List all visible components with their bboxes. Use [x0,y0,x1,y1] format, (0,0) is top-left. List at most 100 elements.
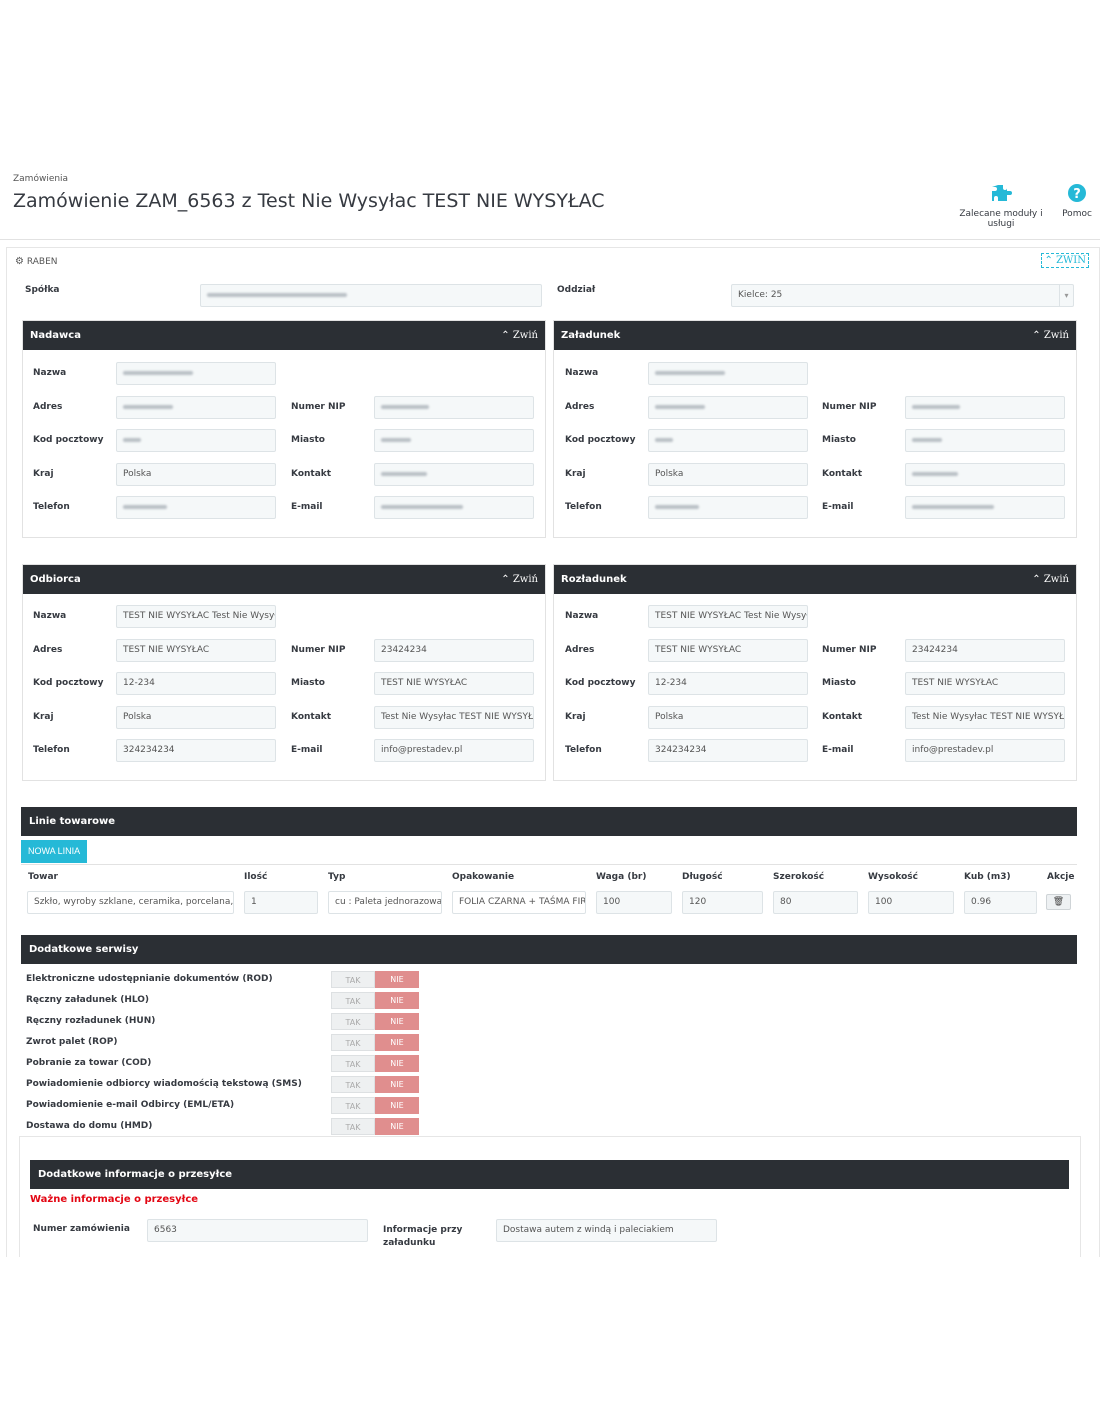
loading-info-field[interactable]: Dostawa autem z windą i paleciakiem [496,1219,717,1242]
sender-name-field[interactable] [116,362,276,385]
new-line-button[interactable]: NOWA LINIA [21,840,88,863]
unloading-postcode-field[interactable]: 12-234 [648,672,808,695]
branch-select[interactable]: Kielce: 25 ▾ [731,284,1074,307]
recipient-email-field[interactable]: info@prestadev.pl [374,739,534,762]
toggle-no[interactable]: NIE [375,971,419,988]
toggle-no[interactable]: NIE [375,1013,419,1030]
panel-collapse-button[interactable]: ⌃ ZWIŃ [1041,253,1089,268]
type-select[interactable]: cu : Paleta jednorazowa 80x120 [328,891,442,914]
toggle-no[interactable]: NIE [375,1097,419,1114]
height-input[interactable]: 100 [868,891,954,914]
service-sms-toggle[interactable]: TAK NIE [331,1076,419,1093]
service-eml-toggle[interactable]: TAK NIE [331,1097,419,1114]
toggle-no[interactable]: NIE [375,1076,419,1093]
toggle-yes[interactable]: TAK [331,1034,375,1051]
toggle-no[interactable]: NIE [375,1034,419,1051]
toggle-no[interactable]: NIE [375,1118,419,1135]
cbm-input[interactable]: 0.96 [964,891,1037,914]
toggle-no[interactable]: NIE [375,1055,419,1072]
sender-contact-field[interactable] [374,463,534,486]
toggle-yes[interactable]: TAK [331,1097,375,1114]
service-hun-toggle[interactable]: TAK NIE [331,1013,419,1030]
sender-postcode-label: Kod pocztowy [33,435,104,445]
recipient-postcode-label: Kod pocztowy [33,678,104,688]
recipient-address-field[interactable]: TEST NIE WYSYŁAC [116,639,276,662]
breadcrumb[interactable]: Zamówienia [13,174,69,184]
service-hlo-toggle[interactable]: TAK NIE [331,992,419,1009]
sender-city-label: Miasto [291,435,325,445]
recipient-name-label: Nazwa [33,611,67,621]
sender-postcode-field[interactable] [116,429,276,452]
loading-city-field[interactable] [905,429,1065,452]
delete-line-button[interactable]: 🗑 [1046,894,1071,910]
col-qty: Ilość [244,872,268,882]
loading-nip-field[interactable] [905,396,1065,419]
unloading-nip-field[interactable]: 23424234 [905,639,1065,662]
sender-collapse-button[interactable]: ⌃ Zwiń [501,330,538,341]
help-button[interactable]: ? Pomoc [1058,183,1096,219]
toggle-yes[interactable]: TAK [331,971,375,988]
unloading-name-field[interactable]: TEST NIE WYSYŁAC Test Nie Wysyłac [648,605,808,628]
unloading-email-field[interactable]: info@prestadev.pl [905,739,1065,762]
sender-city-field[interactable] [374,429,534,452]
sender-contact-label: Kontakt [291,469,332,479]
goods-lines-heading: Linie towarowe [21,807,1077,836]
toggle-no[interactable]: NIE [375,992,419,1009]
recipient-country-field[interactable]: Polska [116,706,276,729]
recipient-collapse-button[interactable]: ⌃ Zwiń [501,574,538,585]
packaging-select[interactable]: FOLIA CZARNA + TAŚMA FIRMOWA [452,891,586,914]
sender-phone-field[interactable] [116,496,276,519]
toggle-yes[interactable]: TAK [331,992,375,1009]
toggle-yes[interactable]: TAK [331,1118,375,1135]
loading-postcode-field[interactable] [648,429,808,452]
unloading-contact-label: Kontakt [822,712,863,722]
loading-country-field[interactable]: Polska [648,463,808,486]
loading-address-field[interactable] [648,396,808,419]
service-rop-toggle[interactable]: TAK NIE [331,1034,419,1051]
recipient-contact-label: Kontakt [291,712,332,722]
unloading-collapse-button[interactable]: ⌃ Zwiń [1032,574,1069,585]
unloading-address-field[interactable]: TEST NIE WYSYŁAC [648,639,808,662]
sender-address-field[interactable] [116,396,276,419]
loading-contact-label: Kontakt [822,469,863,479]
weight-input[interactable]: 100 [596,891,672,914]
service-cod-toggle[interactable]: TAK NIE [331,1055,419,1072]
toggle-yes[interactable]: TAK [331,1013,375,1030]
recipient-collapse-label: Zwiń [512,574,538,585]
shipment-info-heading: Dodatkowe informacje o przesyłce [30,1160,1069,1189]
toggle-yes[interactable]: TAK [331,1076,375,1093]
loading-email-field[interactable] [905,496,1065,519]
service-rod-toggle[interactable]: TAK NIE [331,971,419,988]
unloading-phone-field[interactable]: 324234234 [648,739,808,762]
sender-email-field[interactable] [374,496,534,519]
length-input[interactable]: 120 [682,891,763,914]
loading-name-field[interactable] [648,362,808,385]
loading-heading: Załadunek ⌃ Zwiń [554,321,1076,350]
qty-input[interactable]: 1 [244,891,318,914]
recipient-contact-field[interactable]: Test Nie Wysyłac TEST NIE WYSYŁAC [374,706,534,729]
unloading-country-field[interactable]: Polska [648,706,808,729]
toggle-yes[interactable]: TAK [331,1055,375,1072]
recommended-modules-button[interactable]: Zalecane moduły i usługi [945,183,1057,229]
recipient-nip-field[interactable]: 23424234 [374,639,534,662]
col-width: Szerokość [773,872,825,882]
sender-heading: Nadawca ⌃ Zwiń [23,321,545,350]
recipient-name-field[interactable]: TEST NIE WYSYŁAC Test Nie Wysyłac [116,605,276,628]
unloading-address-label: Adres [565,645,595,655]
recipient-phone-field[interactable]: 324234234 [116,739,276,762]
sender-nip-field[interactable] [374,396,534,419]
width-input[interactable]: 80 [773,891,858,914]
recipient-postcode-field[interactable]: 12-234 [116,672,276,695]
unloading-contact-field[interactable]: Test Nie Wysyłac TEST NIE WYSYŁAC [905,706,1065,729]
loading-phone-field[interactable] [648,496,808,519]
unloading-city-field[interactable]: TEST NIE WYSYŁAC [905,672,1065,695]
recipient-country-label: Kraj [33,712,54,722]
service-rop-label: Zwrot palet (ROP) [26,1037,118,1047]
sender-country-field[interactable]: Polska [116,463,276,486]
recipient-city-field[interactable]: TEST NIE WYSYŁAC [374,672,534,695]
service-hmd-toggle[interactable]: TAK NIE [331,1118,419,1135]
goods-select[interactable]: Szkło, wyroby szklane, ceramika, porcela… [27,891,234,914]
order-number-field[interactable]: 6563 [147,1219,368,1242]
loading-collapse-button[interactable]: ⌃ Zwiń [1032,330,1069,341]
loading-contact-field[interactable] [905,463,1065,486]
